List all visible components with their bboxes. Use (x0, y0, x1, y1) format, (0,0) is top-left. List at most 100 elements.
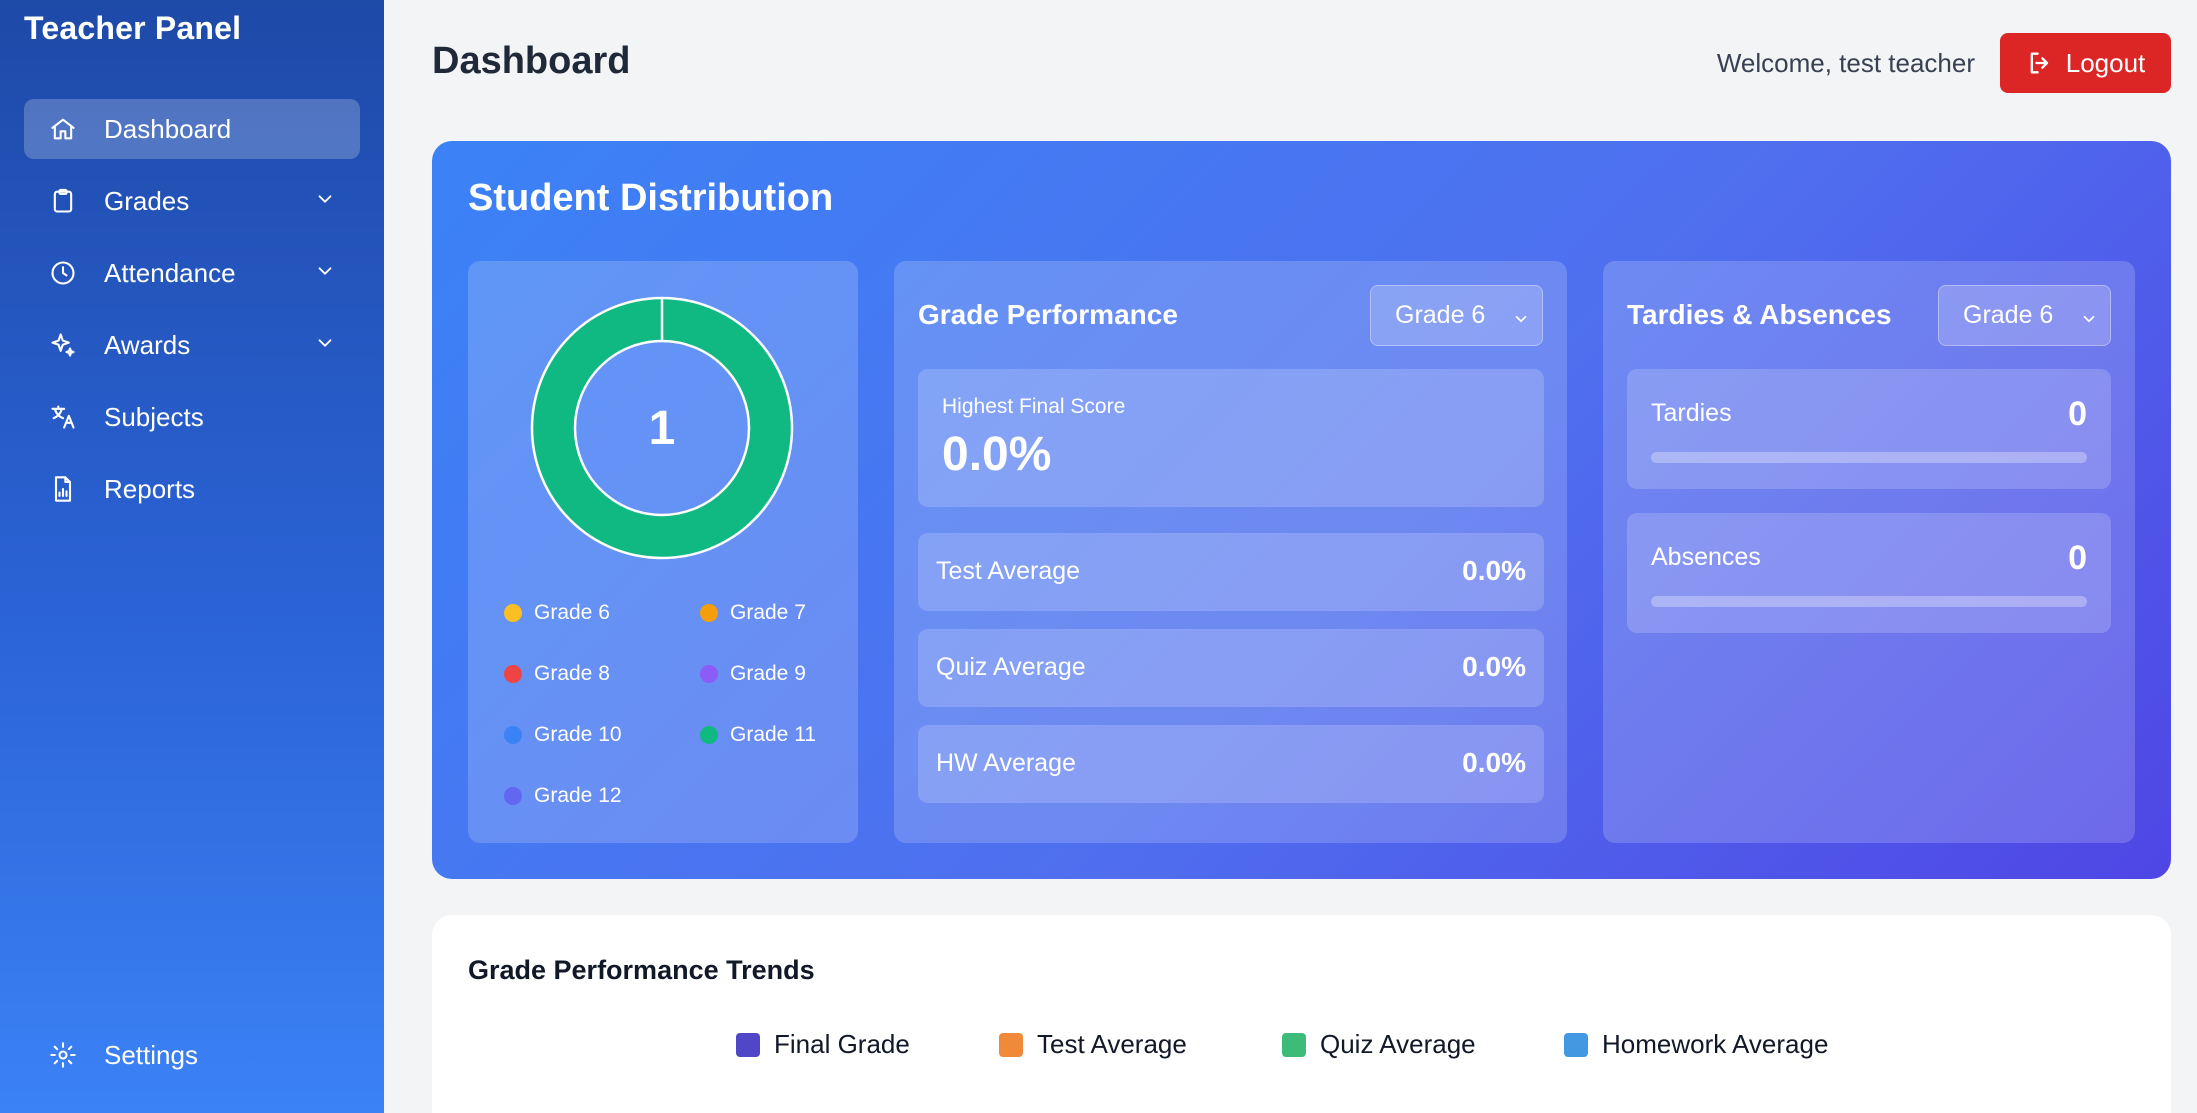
student-distribution-card: Student Distribution 1 Grade 6 Grade 7 Gra… (432, 141, 2171, 879)
chevron-down-icon[interactable] (314, 186, 336, 217)
chevron-down-icon[interactable] (314, 330, 336, 361)
sidebar-item-grades[interactable]: Grades (24, 171, 360, 231)
distribution-chart-panel: 1 Grade 6 Grade 7 Grade 8 Grade 9 Grade 10 Gr… (468, 261, 858, 843)
trend-legend-item[interactable]: Homework Average (1564, 1029, 1828, 1060)
grade-select-value: Grade 6 (1395, 301, 1486, 329)
trend-legend-item[interactable]: Final Grade (736, 1029, 910, 1060)
legend-item: Grade 8 (504, 662, 610, 686)
legend-dot (700, 604, 718, 622)
legend-item: Grade 7 (700, 601, 806, 625)
stat-label: Test Average (936, 557, 1081, 585)
tardies-progress-bar (1651, 452, 2087, 463)
donut-total: 1 (649, 402, 676, 455)
sidebar-item-label: Reports (104, 473, 196, 504)
distribution-donut-chart: 1 (530, 296, 794, 560)
sidebar-item-dashboard[interactable]: Dashboard (24, 99, 360, 159)
grade-select-value: Grade 6 (1963, 301, 2054, 329)
trends-title: Grade Performance Trends (468, 955, 815, 985)
hw-average-row: HW Average 0.0% (918, 725, 1544, 803)
gear-icon (48, 1040, 78, 1070)
sidebar-nav: Dashboard Grades Attendance Awards (24, 99, 360, 531)
legend-label: Test Average (1037, 1029, 1187, 1059)
legend-label: Quiz Average (1320, 1029, 1476, 1059)
grade-performance-select[interactable]: Grade 6 (1370, 285, 1543, 346)
chevron-down-icon (2080, 306, 2098, 335)
chevron-down-icon (1512, 306, 1530, 335)
legend-swatch (1564, 1032, 1588, 1057)
grade-performance-trends-card: Grade Performance Trends Final Grade Tes… (432, 915, 2171, 1113)
legend-dot (700, 665, 718, 683)
welcome-text: Welcome, test teacher (1716, 48, 1975, 78)
legend-item: Grade 11 (700, 723, 816, 747)
legend-item: Grade 10 (504, 723, 622, 747)
stat-label: HW Average (936, 749, 1076, 777)
sidebar-item-awards[interactable]: Awards (24, 315, 360, 375)
chevron-down-icon[interactable] (314, 258, 336, 289)
sidebar-item-reports[interactable]: Reports (24, 459, 360, 519)
quiz-average-row: Quiz Average 0.0% (918, 629, 1544, 707)
stat-value: 0.0% (1462, 651, 1526, 682)
stat-value: 0.0% (1462, 747, 1526, 778)
sidebar-item-label: Awards (104, 329, 191, 360)
translate-icon (48, 402, 78, 432)
tardies-label: Tardies (1651, 399, 1732, 427)
legend-item: Grade 12 (504, 784, 622, 808)
legend-label: Grade 12 (534, 784, 622, 807)
legend-item: Grade 6 (504, 601, 610, 625)
logout-button[interactable]: Logout (2000, 33, 2171, 93)
absences-value: 0 (2068, 539, 2087, 577)
brand-title: Teacher Panel (24, 10, 242, 46)
legend-label: Grade 9 (730, 662, 806, 685)
logout-icon (2030, 52, 2048, 74)
highest-final-score-value: 0.0% (942, 428, 1052, 481)
home-icon (48, 114, 78, 144)
report-icon (48, 474, 78, 504)
sidebar-item-label: Dashboard (104, 113, 232, 144)
legend-swatch (999, 1032, 1023, 1057)
legend-dot (504, 726, 522, 744)
logout-label: Logout (2065, 47, 2146, 78)
absences-tile: Absences 0 (1627, 513, 2111, 633)
grade-performance-title: Grade Performance (918, 299, 1178, 330)
clock-icon (48, 258, 78, 288)
sparkles-icon (48, 330, 78, 360)
distribution-title: Student Distribution (468, 177, 834, 219)
page-title: Dashboard (432, 40, 631, 82)
test-average-row: Test Average 0.0% (918, 533, 1544, 611)
sidebar-item-attendance[interactable]: Attendance (24, 243, 360, 303)
highest-final-score-label: Highest Final Score (942, 395, 1126, 418)
legend-swatch (1282, 1032, 1306, 1057)
absences-label: Absences (1651, 543, 1761, 571)
tardies-absences-panel: Tardies & Absences Grade 6 Tardies 0 Abs… (1603, 261, 2135, 843)
legend-label: Grade 6 (534, 601, 610, 624)
stat-value: 0.0% (1462, 555, 1526, 586)
absences-progress-bar (1651, 596, 2087, 607)
clipboard-icon (48, 186, 78, 216)
legend-dot (700, 726, 718, 744)
legend-dot (504, 665, 522, 683)
legend-label: Homework Average (1602, 1029, 1829, 1059)
legend-label: Grade 11 (730, 723, 816, 746)
sidebar-item-label: Attendance (104, 257, 236, 288)
sidebar-item-label: Subjects (104, 401, 204, 432)
trend-legend-item[interactable]: Quiz Average (1282, 1029, 1476, 1060)
tardies-absences-title: Tardies & Absences (1627, 299, 1892, 330)
sidebar-item-subjects[interactable]: Subjects (24, 387, 360, 447)
legend-label: Grade 8 (534, 662, 610, 685)
highest-final-score-tile: Highest Final Score 0.0% (918, 369, 1544, 507)
grade-performance-panel: Grade Performance Grade 6 Highest Final … (894, 261, 1567, 843)
tardies-value: 0 (2068, 395, 2087, 433)
legend-label: Grade 10 (534, 723, 622, 746)
sidebar-item-settings[interactable]: Settings (24, 1025, 360, 1085)
legend-label: Final Grade (774, 1029, 910, 1059)
sidebar-item-label: Settings (104, 1039, 198, 1070)
legend-dot (504, 787, 522, 805)
legend-swatch (736, 1032, 760, 1057)
sidebar-item-label: Grades (104, 185, 190, 216)
legend-label: Grade 7 (730, 601, 806, 624)
trend-legend-item[interactable]: Test Average (999, 1029, 1187, 1060)
sidebar: Teacher Panel Dashboard Grades Attendanc… (0, 0, 384, 1113)
tardies-grade-select[interactable]: Grade 6 (1938, 285, 2111, 346)
tardies-tile: Tardies 0 (1627, 369, 2111, 489)
stat-label: Quiz Average (936, 653, 1086, 681)
